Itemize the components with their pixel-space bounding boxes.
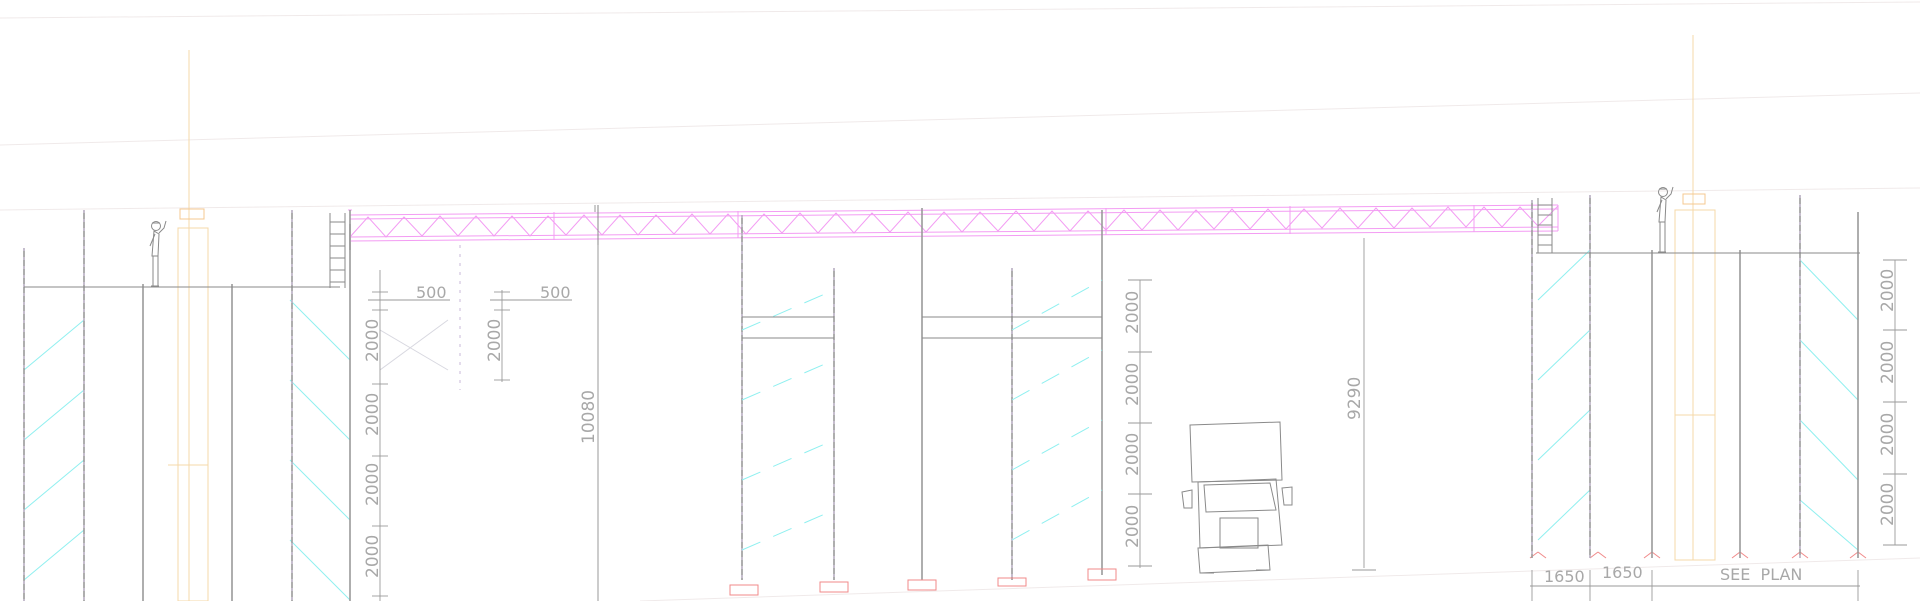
worker-figure-icon [1656,186,1674,253]
dim-bay-2: 1650 [1602,563,1643,582]
guide-lines [168,35,1716,601]
truck-icon [1181,421,1293,574]
center-bracing-detail [379,245,461,390]
dim-bay-1: 1650 [1544,567,1585,586]
right-scaffold-tower [1531,195,1860,558]
dim-lift-c3: 2000 [1123,433,1143,476]
dim-offset-left-2: 500 [540,283,571,302]
dim-lift-d3: 2000 [1878,413,1898,456]
dim-lift-d4: 2000 [1878,483,1898,526]
roof-truss [348,204,1559,242]
dim-lift-b1: 2000 [485,319,505,362]
dim-clear-height: 9290 [1345,377,1365,420]
truss-support-columns [349,205,1103,601]
dimension-lines [368,238,1907,601]
dim-overall-height-left: 10080 [579,390,599,444]
dim-lift-a3: 2000 [363,463,383,506]
dim-lift-a4: 2000 [363,535,383,578]
dim-lift-a1: 2000 [363,319,383,362]
dim-lift-c2: 2000 [1123,363,1143,406]
dim-lift-c1: 2000 [1123,291,1143,334]
dim-offset-left-1: 500 [416,283,447,302]
dim-lift-a2: 2000 [363,393,383,436]
base-plates [729,551,1867,596]
dim-lift-c4: 2000 [1123,505,1143,548]
dim-lift-d2: 2000 [1878,341,1898,384]
dim-see-plan: SEE PLAN [1720,565,1802,584]
left-scaffold-tower [23,210,351,601]
worker-figure-icon [149,220,167,287]
dim-lift-d1: 2000 [1878,269,1898,312]
